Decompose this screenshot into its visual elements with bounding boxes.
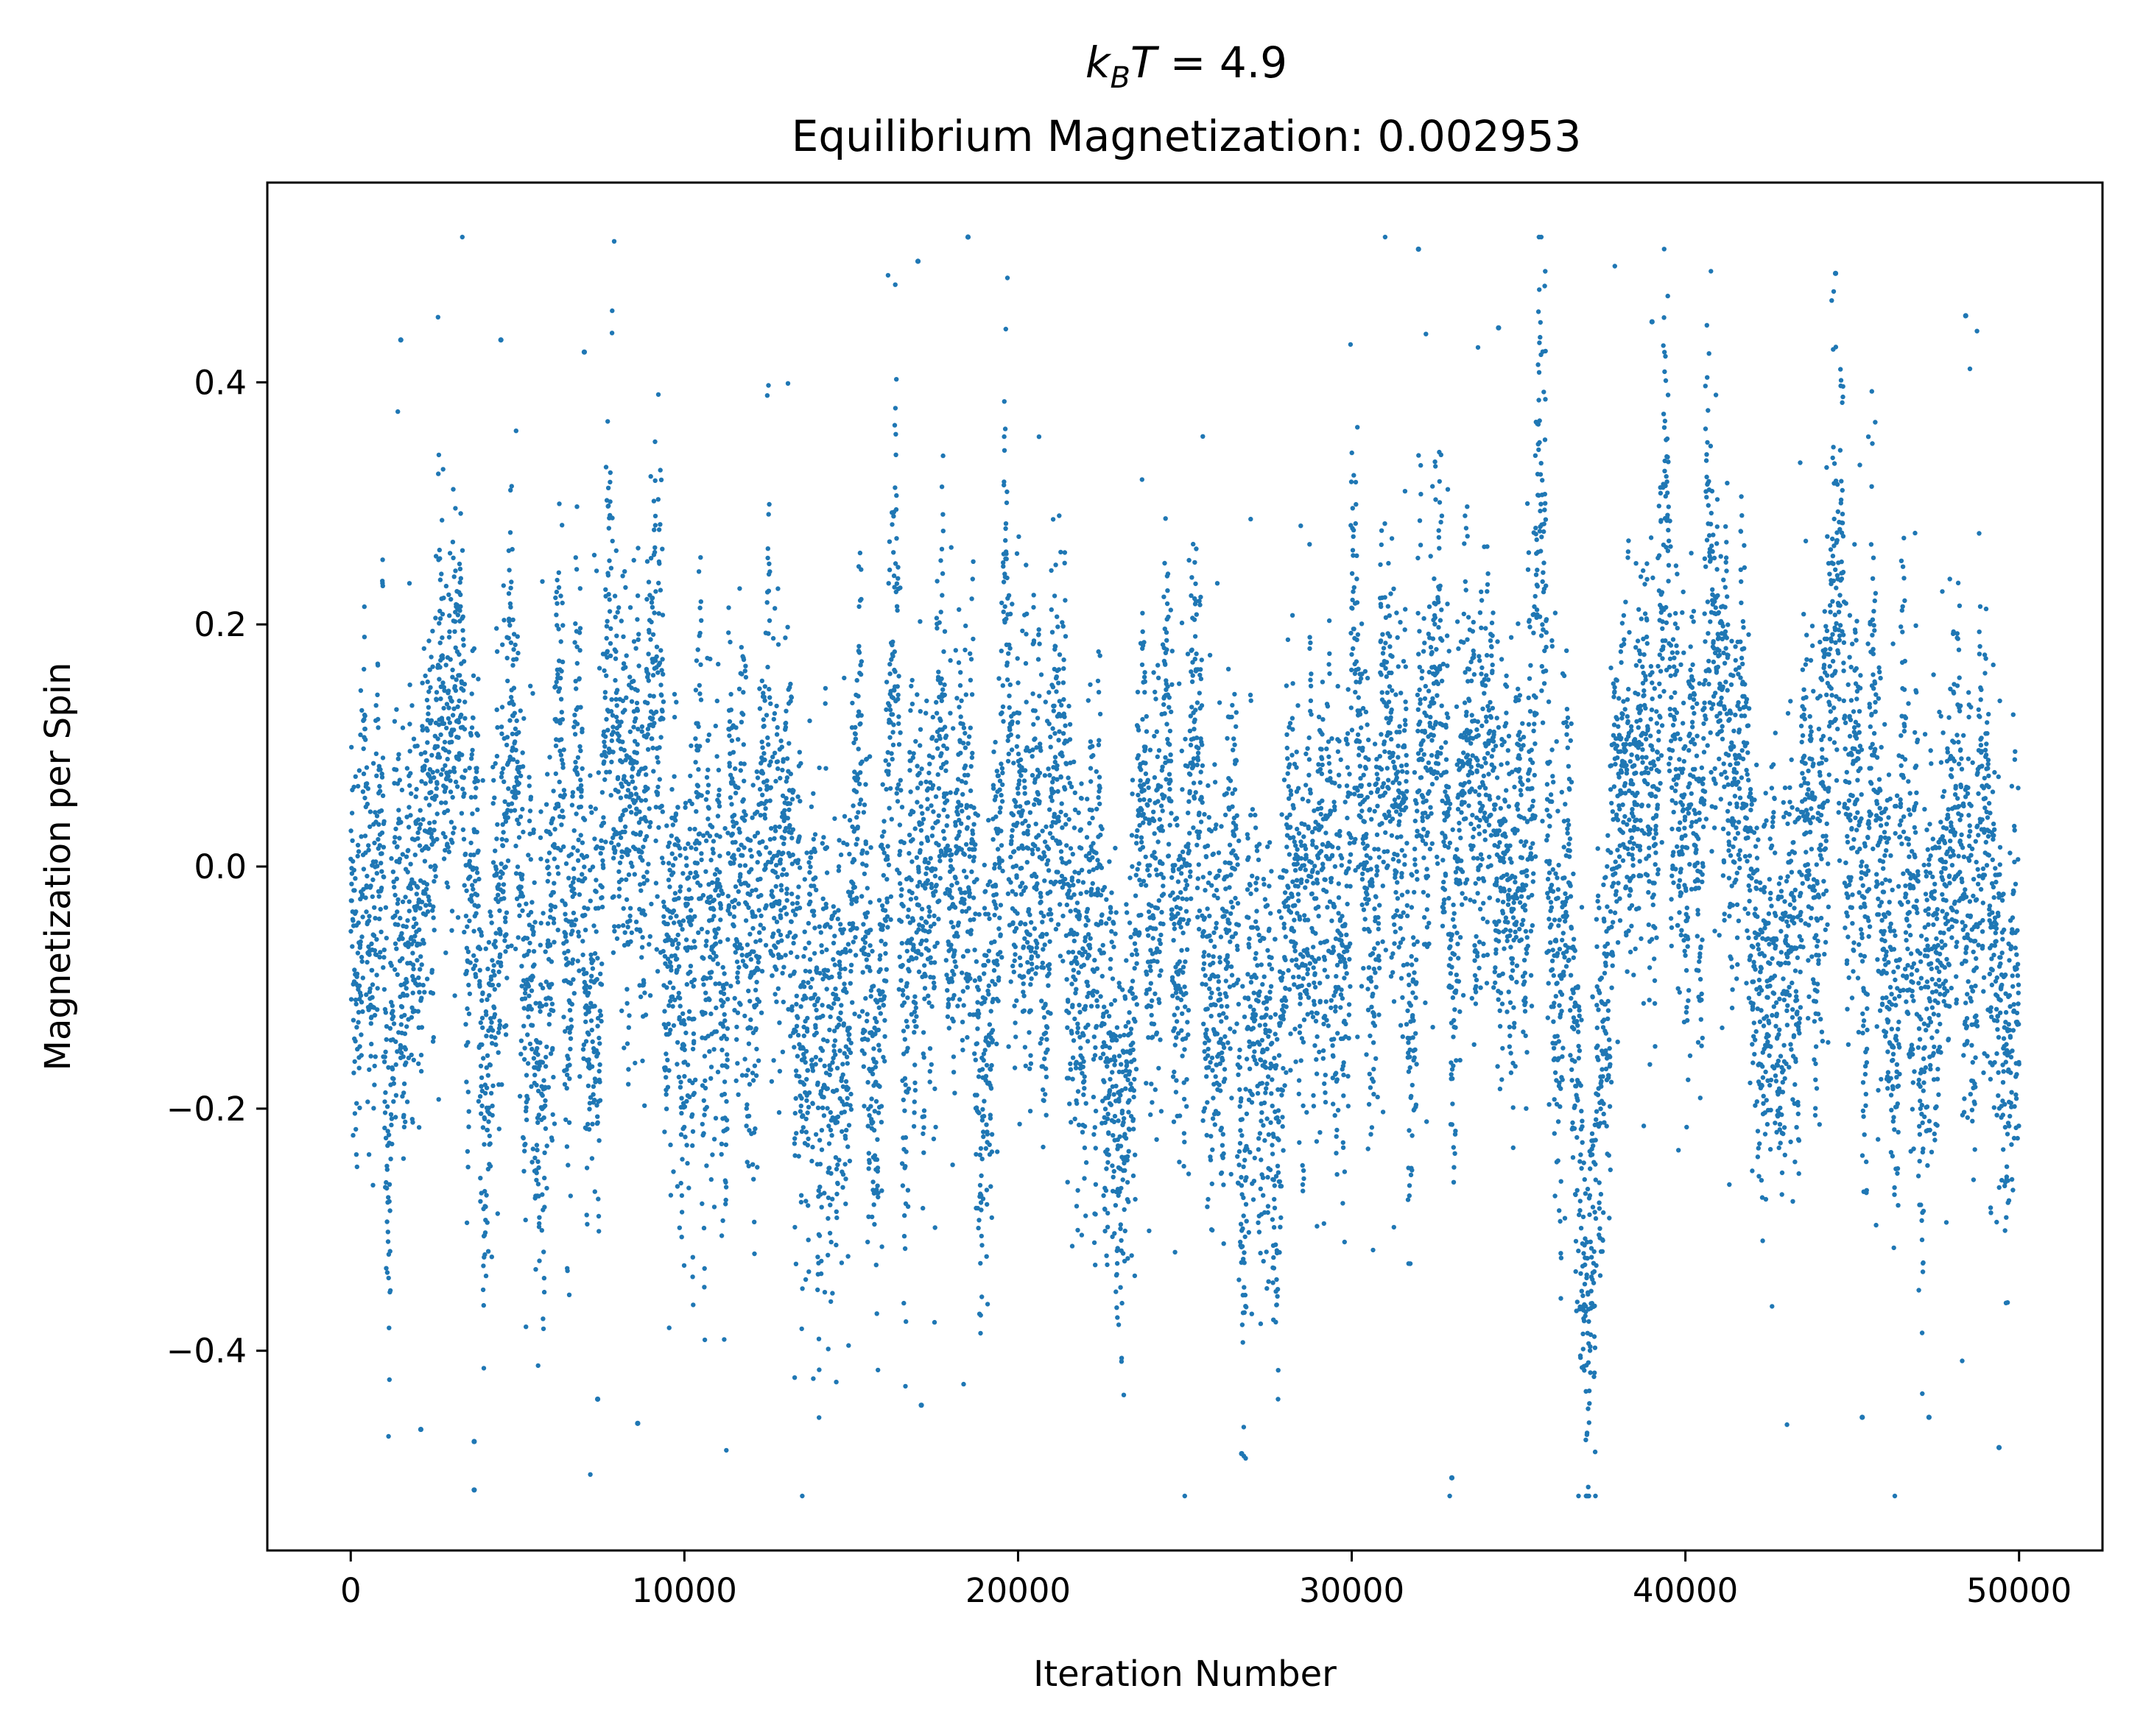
x-tick-label: 40000 [1633, 1571, 1738, 1610]
y-axis-ticks: 0.4 0.2 0.0 −0.2 −0.4 [166, 363, 267, 1371]
y-tick-label: 0.4 [194, 363, 247, 402]
x-tick-label: 10000 [632, 1571, 737, 1610]
x-axis-ticks: 0 10000 20000 30000 40000 50000 [340, 1550, 2072, 1610]
y-tick-label: −0.2 [166, 1090, 247, 1129]
scatter-point [418, 1426, 424, 1433]
y-tick-label: 0.2 [194, 605, 247, 644]
chart-title-line2: Equilibrium Magnetization: 0.002953 [792, 111, 1582, 161]
y-axis-label: Magnetization per Spin [38, 663, 79, 1071]
scatter-point [965, 234, 971, 240]
scatter-point [398, 337, 404, 343]
scatter-point [915, 258, 921, 264]
x-tick-label: 30000 [1299, 1571, 1404, 1610]
scatter-point [1859, 1414, 1865, 1420]
scatter-point [1926, 1414, 1932, 1420]
scatter-point [1963, 313, 1968, 319]
scatter-point-cloud [348, 234, 2021, 1499]
x-tick-label: 50000 [1966, 1571, 2072, 1610]
x-tick-label: 0 [340, 1571, 362, 1610]
x-axis-label: Iteration Number [1033, 1654, 1337, 1695]
scatter-point [498, 337, 504, 343]
y-tick-label: −0.4 [166, 1332, 247, 1371]
scatter-point [1832, 270, 1839, 276]
y-tick-label: 0.0 [194, 847, 247, 886]
scatter-point [918, 1402, 924, 1408]
scatter-point [581, 349, 588, 355]
x-tick-label: 20000 [965, 1571, 1071, 1610]
scatter-point [1996, 1444, 2002, 1450]
scatter-point [1415, 246, 1421, 253]
scatter-point [1649, 319, 1655, 325]
scatter-point [1496, 325, 1502, 331]
scatter-point [1449, 1475, 1455, 1481]
scatter-point [635, 1420, 641, 1426]
scatter-points [348, 234, 2021, 1499]
chart-title-line1: kBT = 4.9 [1085, 38, 1287, 95]
scatter-point [1239, 1450, 1245, 1457]
scatter-point [471, 1487, 477, 1493]
scatter-point [471, 1439, 477, 1444]
scatter-point [594, 1396, 601, 1402]
